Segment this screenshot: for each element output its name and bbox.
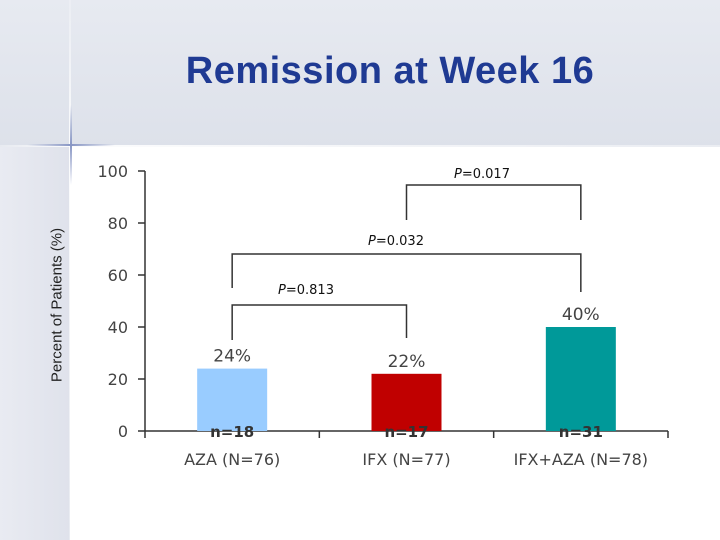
top-decor-band bbox=[0, 0, 720, 147]
bar-value-label: 22% bbox=[388, 352, 426, 372]
bar-n-label: n=17 bbox=[384, 423, 428, 441]
decor-horizontal-line bbox=[0, 145, 720, 147]
significance-bracket-1 bbox=[231, 304, 408, 340]
bar-2 bbox=[371, 373, 442, 431]
y-tick-label: 80 bbox=[108, 214, 128, 233]
y-tick-label: 60 bbox=[108, 266, 128, 285]
slide-title: Remission at Week 16 bbox=[185, 50, 595, 92]
bar-1 bbox=[197, 368, 268, 431]
p-value-label: P=0.017 bbox=[454, 167, 510, 182]
bar-value-label: 40% bbox=[562, 305, 600, 325]
significance-bracket-2 bbox=[231, 253, 582, 292]
p-value-label: P=0.032 bbox=[368, 234, 424, 249]
significance-bracket-3 bbox=[405, 184, 582, 220]
bar-3 bbox=[545, 327, 616, 431]
bar-value-label: 24% bbox=[213, 347, 251, 367]
bar-n-label: n=18 bbox=[210, 423, 254, 441]
y-tick-label: 100 bbox=[97, 162, 128, 181]
x-category-label: IFX+AZA (N=78) bbox=[514, 450, 648, 469]
y-tick-label: 20 bbox=[108, 370, 128, 389]
y-tick-label: 40 bbox=[108, 318, 128, 337]
p-value-label: P=0.813 bbox=[278, 283, 334, 298]
bar-n-label: n=31 bbox=[559, 423, 603, 441]
decor-vertical-line bbox=[69, 0, 71, 540]
x-category-label: AZA (N=76) bbox=[184, 450, 280, 469]
y-tick-label: 0 bbox=[118, 422, 128, 441]
x-category-label: IFX (N=77) bbox=[362, 450, 450, 469]
